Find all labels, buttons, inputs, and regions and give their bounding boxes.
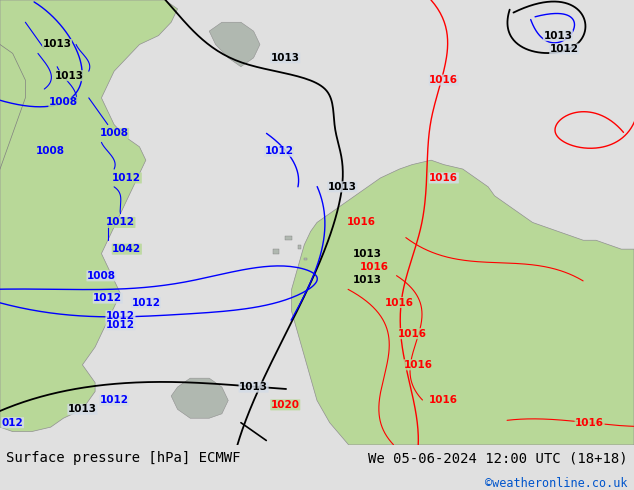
Text: 1012: 1012 [106,320,135,330]
Text: 1013: 1013 [68,404,97,415]
Text: 1013: 1013 [543,30,573,41]
Text: 1008: 1008 [87,271,116,281]
Text: 1016: 1016 [575,417,604,428]
Text: 1042: 1042 [112,244,141,254]
Polygon shape [273,249,279,254]
Text: 1012: 1012 [106,311,135,321]
Text: 1013: 1013 [353,248,382,259]
Text: 1012: 1012 [93,293,122,303]
Text: 1016: 1016 [429,173,458,183]
Text: 1012: 1012 [106,218,135,227]
Text: 012: 012 [2,417,23,428]
Polygon shape [304,258,307,260]
Polygon shape [209,22,260,67]
Text: 1016: 1016 [404,360,433,370]
Text: 1013: 1013 [239,382,268,392]
Text: 1012: 1012 [550,44,579,54]
Polygon shape [0,0,178,432]
Text: 1013: 1013 [353,275,382,285]
Text: 1016: 1016 [429,395,458,405]
Text: 1008: 1008 [36,147,65,156]
Text: We 05-06-2024 12:00 UTC (18+18): We 05-06-2024 12:00 UTC (18+18) [368,451,628,466]
Text: 1013: 1013 [328,182,357,192]
Text: 1016: 1016 [398,329,427,339]
Text: 1012: 1012 [100,395,129,405]
Text: 1016: 1016 [429,75,458,85]
Text: 1008: 1008 [49,98,78,107]
Polygon shape [292,160,634,445]
Polygon shape [171,378,228,418]
Text: 1012: 1012 [131,297,160,308]
Text: 1016: 1016 [347,218,376,227]
Text: 1020: 1020 [271,400,300,410]
Polygon shape [298,245,301,249]
Text: 1013: 1013 [42,40,72,49]
Text: 1016: 1016 [359,262,389,272]
Text: ©weatheronline.co.uk: ©weatheronline.co.uk [485,477,628,490]
Text: 1013: 1013 [55,71,84,81]
Polygon shape [285,236,292,240]
Text: Surface pressure [hPa] ECMWF: Surface pressure [hPa] ECMWF [6,451,241,466]
Text: 1008: 1008 [100,128,129,139]
Text: 1012: 1012 [112,173,141,183]
Text: 1012: 1012 [264,147,294,156]
Text: 1016: 1016 [385,297,414,308]
Text: 1013: 1013 [271,53,300,63]
